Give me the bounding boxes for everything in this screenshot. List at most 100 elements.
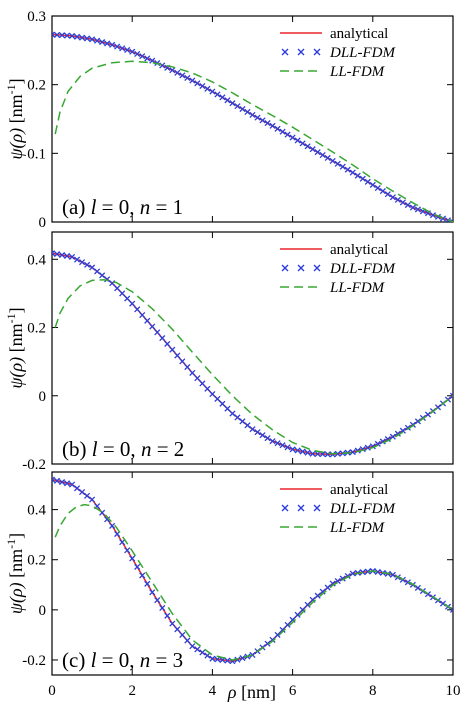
y-tick-label: -0.2 [22, 457, 46, 473]
series-marker [234, 103, 241, 110]
series-marker [299, 448, 306, 455]
series-marker [379, 438, 386, 445]
legend-label: LL-FDM [329, 520, 386, 536]
panel-label: (a) l = 0, n = 1 [62, 195, 183, 219]
y-tick-label: 0.2 [27, 553, 46, 569]
series-marker [179, 358, 186, 365]
series-marker [324, 584, 331, 591]
series-marker [229, 410, 236, 417]
series-marker [249, 426, 256, 433]
series-marker [174, 69, 181, 76]
series-marker [424, 411, 431, 418]
series-marker [294, 447, 301, 454]
series-marker [109, 522, 116, 529]
series-marker [119, 290, 126, 297]
series-marker [299, 140, 306, 147]
series-marker [404, 201, 411, 209]
series-marker [364, 568, 371, 575]
series-marker [214, 91, 221, 98]
legend-label: LL-FDM [329, 64, 386, 80]
series-marker [294, 611, 301, 618]
series-marker [224, 657, 231, 664]
series-marker [269, 438, 276, 445]
x-tick-label: 10 [446, 683, 461, 699]
series-marker [52, 476, 56, 483]
series-marker [149, 323, 156, 330]
series-marker [169, 67, 176, 74]
series-marker [104, 40, 111, 47]
series-marker [319, 151, 326, 159]
series-marker [374, 184, 381, 192]
series-marker [169, 346, 176, 353]
series-marker [369, 181, 376, 188]
legend: analytical DLL-FDM LL-FDM [280, 242, 397, 296]
legend-swatch-dll [313, 264, 321, 272]
x-tick-label: 6 [289, 683, 297, 699]
series-marker [194, 80, 201, 87]
series-marker [254, 429, 261, 436]
series-marker [99, 39, 106, 46]
series-marker [279, 442, 286, 449]
series-marker [189, 77, 196, 84]
series-marker [74, 256, 81, 263]
series-marker [79, 259, 86, 266]
series-marker [389, 571, 396, 578]
legend-swatch-dll [313, 504, 321, 512]
y-axis-label: ψ(ρ) [nm-1] [4, 307, 27, 388]
series-marker [84, 492, 91, 499]
series-marker [384, 191, 391, 198]
series-marker [449, 392, 453, 399]
series-marker [144, 317, 151, 324]
series-marker [309, 450, 316, 457]
series-marker [68, 481, 76, 488]
series-marker [204, 85, 211, 92]
series-marker [53, 251, 61, 258]
series-marker [209, 88, 216, 95]
legend-label: analytical [330, 26, 388, 42]
y-tick-label: -0.2 [22, 653, 46, 669]
series-marker [129, 300, 136, 307]
series-marker [114, 43, 121, 50]
series-marker [134, 563, 141, 570]
series-marker [429, 212, 437, 219]
series-marker [159, 604, 166, 612]
series-marker [124, 46, 131, 54]
series-marker [199, 380, 206, 387]
series-marker [314, 149, 321, 156]
y-tick-label: 0.3 [27, 9, 46, 25]
series-marker [209, 390, 216, 398]
series-marker [169, 620, 176, 627]
series-line-LL-FDM [54, 279, 453, 455]
series-marker [74, 33, 81, 40]
series-marker [404, 579, 411, 586]
legend-label: LL-FDM [329, 280, 386, 296]
panel-b: -0.2 0 0.2 0.4 ψ(ρ) [nm-1] analytical DLL-FDM L… [4, 231, 454, 473]
panel-c: -0.200.20.40 2 4 6 8 10ψ(ρ) [nm-1]analyticalD… [4, 471, 461, 699]
series-marker [399, 199, 406, 206]
series-marker [324, 154, 331, 162]
series-marker [259, 432, 266, 439]
plot-frame [51, 471, 454, 676]
y-axis-label: ψ(ρ) [nm-1] [4, 533, 27, 614]
series-marker [304, 143, 311, 150]
series-marker [249, 111, 256, 118]
series-marker [414, 418, 421, 425]
series-marker [209, 655, 216, 662]
series-marker [379, 188, 386, 195]
series-marker [224, 405, 231, 412]
series-marker [244, 422, 251, 429]
series-marker [89, 36, 96, 43]
series-marker [274, 440, 281, 447]
series-marker [289, 134, 296, 141]
series-marker [58, 251, 66, 259]
series-marker [184, 364, 191, 371]
series-marker [53, 477, 61, 484]
series-marker [99, 272, 106, 279]
series-marker [304, 601, 311, 608]
legend-label: analytical [330, 482, 388, 498]
series-marker [52, 31, 56, 38]
series-marker [264, 435, 271, 442]
series-marker [139, 312, 146, 319]
y-tick-label: 0 [39, 215, 47, 231]
series-marker [114, 285, 121, 292]
